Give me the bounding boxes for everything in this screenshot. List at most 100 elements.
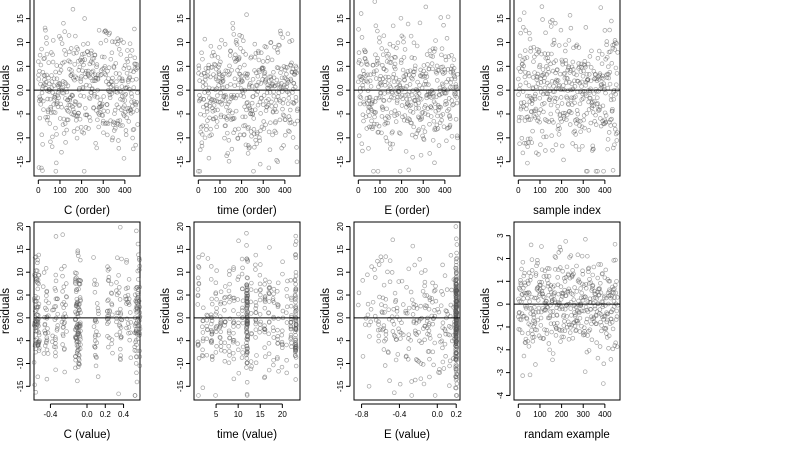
data-point xyxy=(77,362,82,367)
data-point xyxy=(375,327,381,333)
data-point xyxy=(93,78,98,83)
data-point xyxy=(134,304,139,309)
data-point xyxy=(577,80,583,86)
data-point xyxy=(444,101,450,106)
data-point xyxy=(284,370,289,376)
y-tick-label: -3 xyxy=(496,369,505,377)
data-point xyxy=(398,131,403,136)
data-point xyxy=(383,74,388,80)
data-point xyxy=(275,341,280,346)
data-point xyxy=(258,319,264,325)
data-point xyxy=(244,12,249,17)
data-point xyxy=(550,309,556,314)
data-point xyxy=(523,282,528,288)
data-point xyxy=(433,283,438,289)
y-tick-label: 15 xyxy=(176,244,185,253)
data-point xyxy=(546,292,551,298)
data-point xyxy=(119,256,124,262)
data-point xyxy=(115,118,121,124)
data-point xyxy=(533,108,538,113)
data-point xyxy=(45,330,51,336)
data-point xyxy=(518,100,524,106)
data-point xyxy=(127,41,133,46)
data-point xyxy=(82,16,87,21)
data-point xyxy=(427,122,432,127)
data-point xyxy=(62,369,67,375)
data-point xyxy=(586,107,592,112)
data-point xyxy=(293,344,299,349)
data-point xyxy=(430,46,436,51)
data-point xyxy=(590,272,595,278)
data-point xyxy=(124,296,130,302)
data-point xyxy=(453,336,458,342)
data-point xyxy=(375,56,380,61)
data-point xyxy=(210,357,215,362)
plot-frame xyxy=(513,221,621,401)
data-point xyxy=(530,338,536,344)
data-point xyxy=(410,297,415,303)
data-point xyxy=(604,72,609,78)
data-point xyxy=(70,104,75,109)
data-point xyxy=(368,319,373,325)
data-point xyxy=(555,109,560,114)
data-point xyxy=(390,23,396,29)
data-point xyxy=(562,75,568,81)
data-point xyxy=(258,81,264,86)
data-point xyxy=(541,336,546,341)
y-tick-label: 20 xyxy=(336,222,345,231)
data-point xyxy=(547,83,552,88)
data-point xyxy=(229,146,235,152)
data-point xyxy=(249,280,254,286)
data-point xyxy=(366,146,371,151)
data-point xyxy=(231,295,237,301)
data-point xyxy=(599,61,605,67)
data-point xyxy=(454,288,460,293)
data-point xyxy=(588,86,593,92)
data-point xyxy=(240,305,245,311)
data-point xyxy=(381,323,387,328)
data-point xyxy=(373,23,379,29)
data-point xyxy=(226,328,232,334)
data-point xyxy=(123,294,128,299)
data-point xyxy=(449,98,455,103)
data-point xyxy=(262,375,267,381)
data-point xyxy=(409,379,414,384)
data-point xyxy=(416,105,421,111)
data-point xyxy=(583,237,588,242)
data-point xyxy=(102,54,107,60)
data-point xyxy=(420,133,425,139)
data-point xyxy=(559,328,565,333)
data-point xyxy=(54,99,60,104)
data-point xyxy=(245,300,250,306)
data-point xyxy=(241,94,247,99)
data-point xyxy=(205,69,211,74)
data-point xyxy=(204,323,210,329)
data-point xyxy=(278,31,284,36)
data-point xyxy=(269,104,274,109)
data-point xyxy=(405,69,411,74)
data-point xyxy=(227,71,232,77)
data-point xyxy=(582,88,587,94)
x-tick-label: 15 xyxy=(256,410,265,419)
data-point xyxy=(39,165,44,171)
data-point xyxy=(116,273,121,278)
data-point xyxy=(244,295,249,301)
data-point xyxy=(35,342,40,347)
data-point xyxy=(590,143,595,149)
data-point xyxy=(293,239,299,244)
data-point xyxy=(414,131,419,136)
data-point xyxy=(410,243,416,249)
data-point xyxy=(551,41,557,46)
y-tick-label: 15 xyxy=(496,14,505,23)
data-point xyxy=(373,52,378,57)
data-point xyxy=(249,83,255,89)
data-point xyxy=(562,328,568,333)
data-point xyxy=(73,99,79,105)
data-point xyxy=(517,53,523,59)
data-point xyxy=(410,312,416,317)
data-point xyxy=(385,120,391,126)
data-point xyxy=(610,168,616,173)
data-point xyxy=(127,86,132,92)
data-point xyxy=(214,343,219,349)
